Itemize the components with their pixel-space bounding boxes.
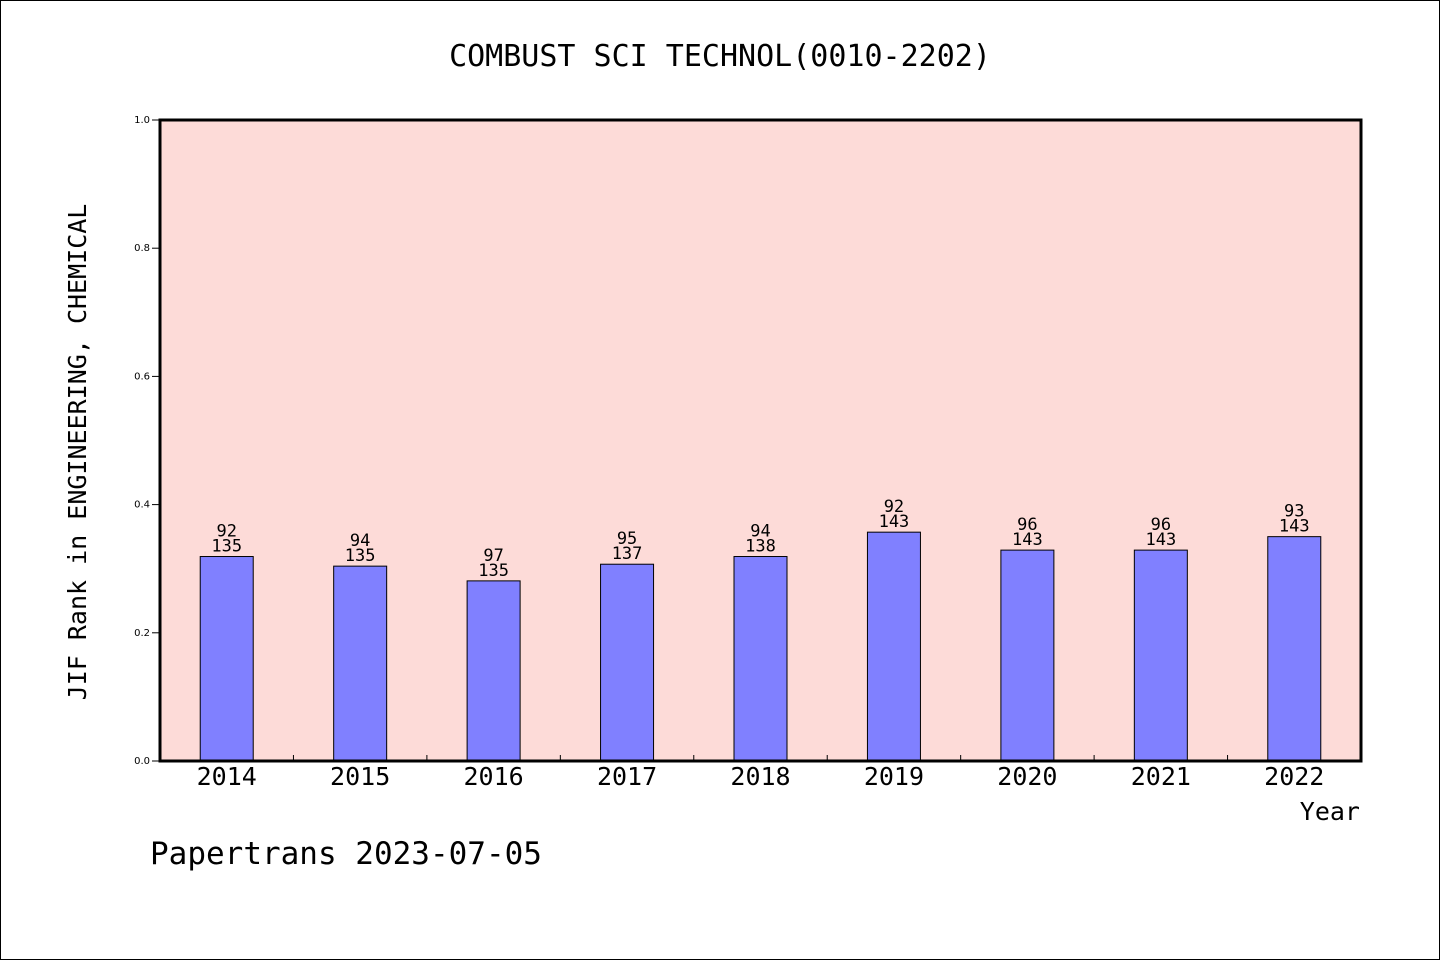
y-axis-label: JIF Rank in ENGINEERING, CHEMICAL: [63, 204, 92, 701]
x-axis-label: Year: [1300, 797, 1360, 826]
bar-2021: [1133, 549, 1188, 762]
x-tick-label: 2018: [730, 762, 790, 791]
bar-2020: [1000, 549, 1055, 762]
bar-rank-label: 96: [1151, 515, 1171, 535]
bar-total-label: 135: [211, 537, 242, 557]
bar-total-label: 138: [745, 537, 776, 557]
bar-total-label: 143: [1012, 530, 1043, 550]
x-tick-label: 2019: [864, 762, 924, 791]
bar-total-label: 143: [1279, 517, 1310, 537]
y-tick-label: 1.0: [134, 115, 150, 126]
footer-text: Papertrans 2023-07-05: [150, 836, 542, 872]
bar-2019: [866, 531, 921, 762]
bar-2016: [466, 580, 521, 762]
bar-total-label: 137: [612, 544, 643, 564]
x-tick-label: 2022: [1264, 762, 1324, 791]
bar-rank-label: 96: [1017, 515, 1037, 535]
x-tick-label: 2015: [330, 762, 390, 791]
bar-total-label: 143: [879, 512, 910, 532]
bar-total-label: 135: [478, 561, 509, 581]
bar-rank-label: 97: [483, 546, 503, 566]
chart-title: COMBUST SCI TECHNOL(0010-2202): [449, 39, 991, 74]
x-tick-label: 2016: [464, 762, 524, 791]
x-tick-label: 2017: [597, 762, 657, 791]
y-tick-label: 0.6: [134, 371, 150, 382]
x-tick-label: 2020: [997, 762, 1057, 791]
bar-2018: [733, 556, 788, 762]
x-tick-label: 2021: [1131, 762, 1191, 791]
bar-rank-label: 92: [884, 497, 904, 517]
y-tick-label: 0.2: [134, 628, 150, 639]
bar-total-label: 143: [1145, 530, 1176, 550]
bar-rank-label: 92: [216, 522, 236, 542]
bar-rank-label: 94: [750, 522, 770, 542]
bar-2015: [333, 565, 388, 762]
bar-total-label: 135: [345, 546, 376, 566]
bar-rank-label: 94: [350, 531, 370, 551]
bar-2014: [199, 556, 254, 762]
x-tick-label: 2014: [197, 762, 257, 791]
y-tick-label: 0.0: [134, 756, 150, 767]
bar-2022: [1267, 536, 1322, 762]
plot-border: [158, 118, 1363, 763]
bar-rank-label: 95: [617, 529, 637, 549]
y-tick-label: 0.8: [134, 243, 150, 254]
bar-rank-label: 93: [1284, 502, 1304, 522]
y-tick-label: 0.4: [134, 500, 150, 511]
bar-2017: [600, 563, 655, 762]
